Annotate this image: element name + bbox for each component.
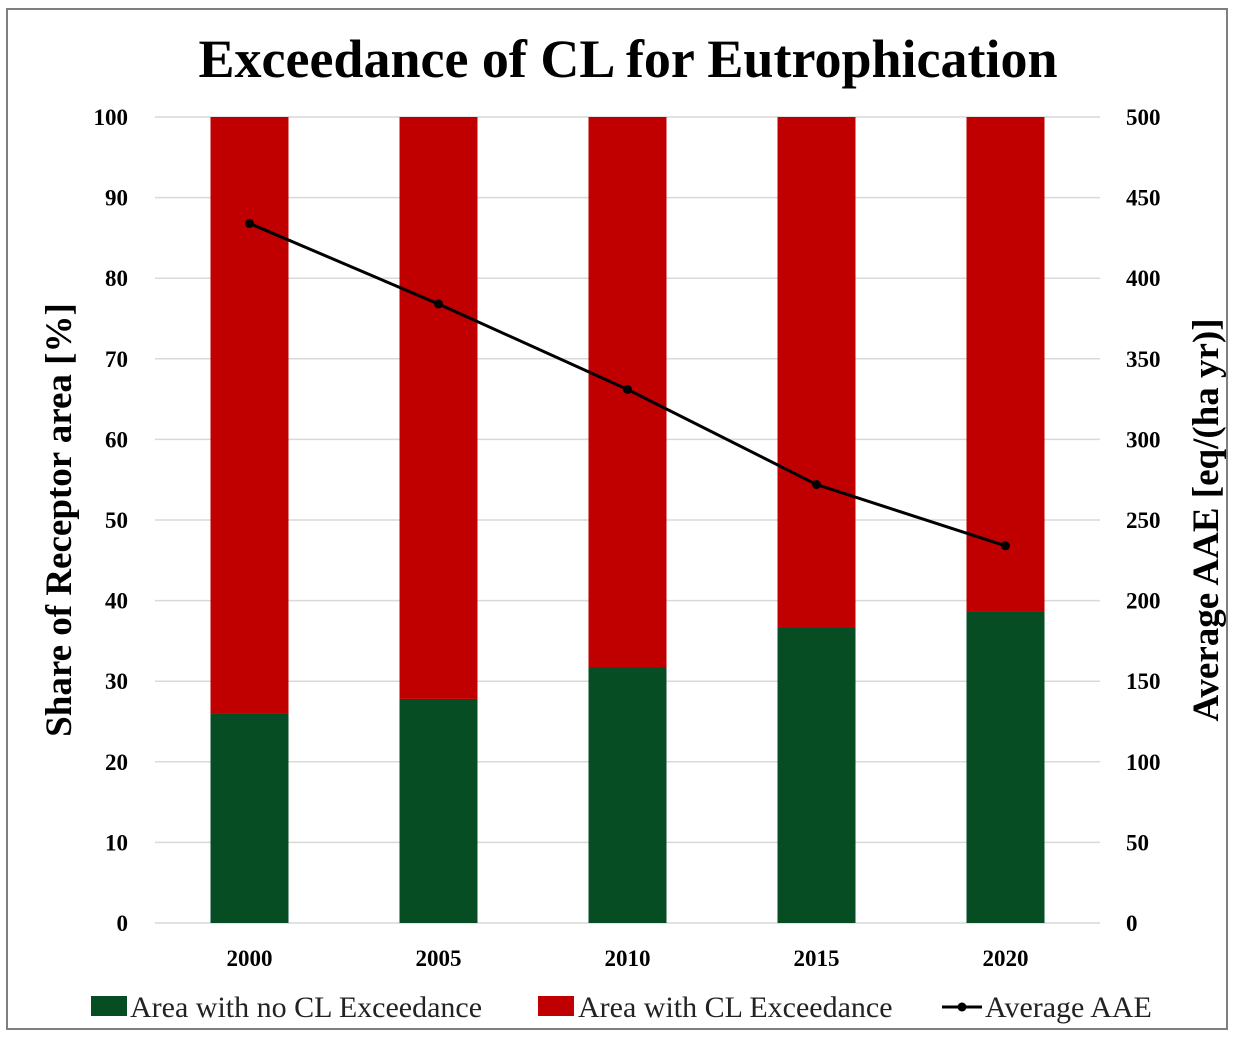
y-right-tick-label: 200	[1126, 589, 1161, 614]
y-tick-label: 70	[105, 347, 128, 372]
bar-exceedance	[399, 117, 478, 699]
y-axis-right-title: Average AAE [eq/(ha yr)]	[1186, 318, 1227, 721]
average-aae-line	[245, 218, 1010, 551]
bar-no-exceedance	[777, 628, 856, 923]
y-tick-label: 100	[94, 105, 129, 130]
y-right-tick-label: 0	[1126, 911, 1138, 936]
left-axis-ticks: 0 10 20 30 40 50 60 70 80 90 100	[94, 105, 129, 936]
y-axis-title: Share of Receptor area [%]	[39, 303, 80, 737]
average-aae-point	[812, 480, 821, 490]
legend-swatch-no-exceedance	[91, 996, 127, 1016]
x-axis-ticks: 2000 2005 2010 2015 2020	[227, 946, 1029, 971]
x-tick-label: 2015	[794, 946, 840, 971]
bar-no-exceedance	[210, 713, 289, 923]
chart-title: Exceedance of CL for Eutrophication	[199, 29, 1058, 89]
legend-swatch-exceedance	[538, 996, 574, 1016]
y-right-tick-label: 250	[1126, 508, 1161, 533]
average-aae-point	[245, 218, 254, 228]
y-right-tick-label: 150	[1126, 669, 1161, 694]
average-aae-point	[1001, 541, 1010, 551]
y-right-tick-label: 100	[1126, 750, 1161, 775]
y-tick-label: 30	[105, 669, 128, 694]
y-right-tick-label: 500	[1126, 105, 1161, 130]
y-right-tick-label: 50	[1126, 830, 1149, 855]
legend: Area with no CL Exceedance Area with CL …	[91, 991, 1152, 1024]
legend-marker-average-aae	[957, 1002, 967, 1012]
average-aae-point	[623, 384, 632, 394]
bars	[210, 117, 1045, 923]
legend-label-average-aae: Average AAE	[985, 991, 1152, 1024]
y-tick-label: 80	[105, 266, 128, 291]
bar-exceedance	[777, 117, 856, 629]
bar-no-exceedance	[966, 611, 1045, 923]
y-right-tick-label: 450	[1126, 186, 1161, 211]
y-right-tick-label: 300	[1126, 427, 1161, 452]
y-tick-label: 50	[105, 508, 128, 533]
y-tick-label: 90	[105, 186, 128, 211]
y-tick-label: 40	[105, 589, 128, 614]
legend-label-no-exceedance: Area with no CL Exceedance	[130, 991, 482, 1024]
legend-label-exceedance: Area with CL Exceedance	[578, 991, 893, 1024]
x-tick-label: 2020	[983, 946, 1029, 971]
bar-no-exceedance	[588, 667, 667, 923]
bar-no-exceedance	[399, 698, 478, 923]
y-tick-label: 0	[117, 911, 129, 936]
bar-exceedance	[210, 117, 289, 714]
x-tick-label: 2000	[227, 946, 273, 971]
x-tick-label: 2005	[416, 946, 462, 971]
bar-exceedance	[966, 117, 1045, 612]
y-right-tick-label: 400	[1126, 266, 1161, 291]
average-aae-point	[434, 299, 443, 309]
y-right-tick-label: 350	[1126, 347, 1161, 372]
right-axis-ticks: 0 50 100 150 200 250 300 350 400 450 500	[1126, 105, 1161, 936]
y-tick-label: 20	[105, 750, 128, 775]
y-tick-label: 10	[105, 830, 128, 855]
y-tick-label: 60	[105, 427, 128, 452]
x-tick-label: 2010	[605, 946, 651, 971]
